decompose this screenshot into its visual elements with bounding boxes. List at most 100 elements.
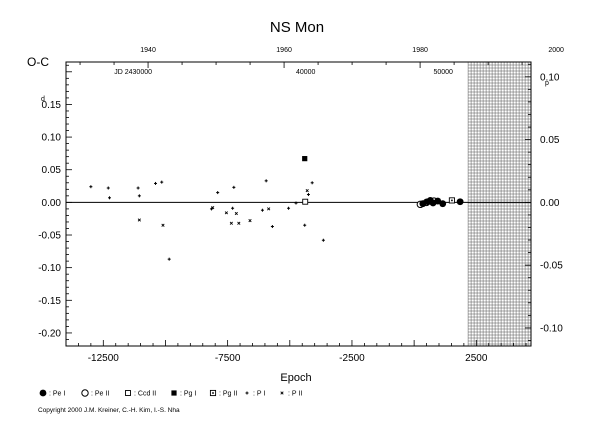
data-point-plus: [294, 201, 298, 205]
data-point-cross: [267, 207, 271, 211]
legend-marker-open-square: [125, 390, 131, 396]
y-tick-label: -0.05: [38, 231, 61, 242]
legend-marker-filled-circle-mark: [39, 389, 47, 397]
legend: : Pe I : Pe II : Ccd II : Pg I : Pg II : P I:…: [39, 389, 302, 398]
y-axis-unit: d: [41, 96, 45, 103]
data-point-dotted-square-dot: [451, 199, 453, 202]
y-tick-label: -0.20: [38, 328, 61, 339]
data-point-open-square: [302, 198, 309, 205]
data-point-plus: [310, 181, 314, 185]
plot-frame: [65, 61, 532, 347]
data-point-plus: [106, 186, 110, 190]
data-point-plus: [287, 206, 291, 210]
plot-area: -0.20 -0.15 -0.10 -0.05 0.00 0.05 0.10 0.15 -0.1…: [38, 47, 564, 364]
legend-label: : Pg II: [219, 391, 237, 398]
legend-marker-filled-square: [171, 390, 177, 396]
legend-label: : P II: [288, 391, 302, 398]
legend-marker-plus: [245, 391, 249, 395]
legend-label: : Ccd II: [134, 391, 156, 398]
data-point-plus: [108, 196, 112, 200]
data-point-plus: [232, 185, 236, 189]
legend-marker-open-square-mark: [125, 390, 131, 396]
data-point-filled-circle: [439, 200, 447, 208]
legend-item-filled-circle: : Pe I: [39, 389, 65, 398]
series-dotted-square: [448, 197, 455, 204]
legend-marker-open-circle: [81, 389, 89, 397]
legend-item-dotted-square: : Pg II: [209, 389, 237, 398]
y-tick-label: -0.10: [38, 263, 61, 274]
data-point-plus: [270, 225, 274, 229]
data-point-cross-b: [229, 221, 233, 225]
data-point-plus: [264, 179, 268, 183]
data-point-cross: [161, 223, 165, 227]
year-tick-label: 1980: [412, 47, 428, 54]
data-point-plus: [136, 186, 140, 190]
legend-marker-dotted-square-dot: [212, 392, 214, 394]
right-tick-label: 0.10: [540, 72, 560, 83]
legend-marker-cross-b: [280, 391, 284, 395]
data-point-cross: [211, 205, 215, 210]
data-point-cross-b: [248, 219, 252, 223]
data-point-cross: [305, 188, 309, 193]
series-plus: [89, 179, 325, 261]
right-tick-label: 0.05: [540, 135, 560, 146]
y-tick-label: 0.10: [42, 133, 62, 144]
o-c-axis-label: O-C d p: [27, 55, 549, 103]
data-point-plus: [260, 208, 264, 212]
data-point-open-square-mark: [302, 198, 309, 205]
data-point-cross: [229, 221, 233, 225]
hatched-region: [467, 61, 531, 346]
data-point-cross-b: [305, 188, 309, 193]
data-point-filled-square: [302, 156, 308, 162]
data-point-cross-b: [234, 211, 238, 216]
year-tick-label: 1960: [276, 47, 292, 54]
data-point-plus: [306, 193, 310, 197]
legend-item-open-circle: : Pe II: [81, 389, 109, 398]
data-point-cross-b: [161, 223, 165, 227]
year-tick-label: 2000: [548, 47, 564, 54]
right-tick-label: -0.05: [540, 261, 563, 272]
data-point-filled-square-mark: [302, 156, 308, 162]
chart-title: NS Mon: [270, 19, 324, 36]
data-point-cross-b: [237, 221, 241, 225]
data-point-plus: [167, 257, 171, 261]
legend-marker-cross: [280, 391, 284, 395]
legend-marker-open-circle-mark: [81, 389, 89, 397]
legend-item-open-square: : Ccd II: [125, 390, 156, 398]
data-point-plus: [160, 180, 164, 184]
legend-marker-filled-circle: [39, 389, 47, 397]
data-point-cross-b: [267, 207, 271, 211]
right-axis-unit: p: [545, 80, 549, 87]
x-tick-label: -7500: [215, 353, 241, 364]
legend-label: : Pe I: [49, 391, 65, 398]
legend-label: : P I: [253, 391, 265, 398]
y-axis-label: O-C: [27, 55, 49, 69]
data-point-plus: [231, 206, 235, 210]
data-point-plus: [89, 185, 93, 189]
right-tick-label: 0.00: [540, 198, 560, 209]
series-filled-square: [302, 156, 308, 162]
data-point-plus: [154, 181, 158, 185]
copyright-footer: Copyright 2000 J.M. Kreiner, C.-H. Kim, …: [38, 407, 180, 414]
data-point-cross: [224, 211, 229, 215]
data-point-cross-b: [224, 211, 229, 215]
y-tick-label: 0.15: [42, 100, 62, 111]
legend-item-filled-square: : Pg I: [171, 390, 196, 398]
data-point-plus: [137, 194, 141, 198]
series-cross: [137, 188, 309, 227]
data-point-cross-b: [211, 205, 215, 210]
data-point-filled-circle-mark: [456, 198, 464, 206]
x-tick-label: -2500: [339, 353, 365, 364]
legend-label: : Pg I: [180, 391, 196, 398]
data-point-filled-circle-mark: [439, 200, 447, 208]
data-point-filled-circle: [456, 198, 464, 206]
legend-marker-filled-square-mark: [171, 390, 177, 396]
x-tick-label: 2500: [465, 353, 488, 364]
jd-tick-label: 50000: [433, 69, 453, 76]
y-tick-label: 0.00: [42, 198, 62, 209]
data-point-cross: [248, 219, 252, 223]
data-point-cross-b: [137, 218, 141, 222]
legend-label: : Pe II: [91, 391, 109, 398]
year-tick-label: 1940: [140, 47, 156, 54]
x-tick-label: -12500: [88, 353, 120, 364]
